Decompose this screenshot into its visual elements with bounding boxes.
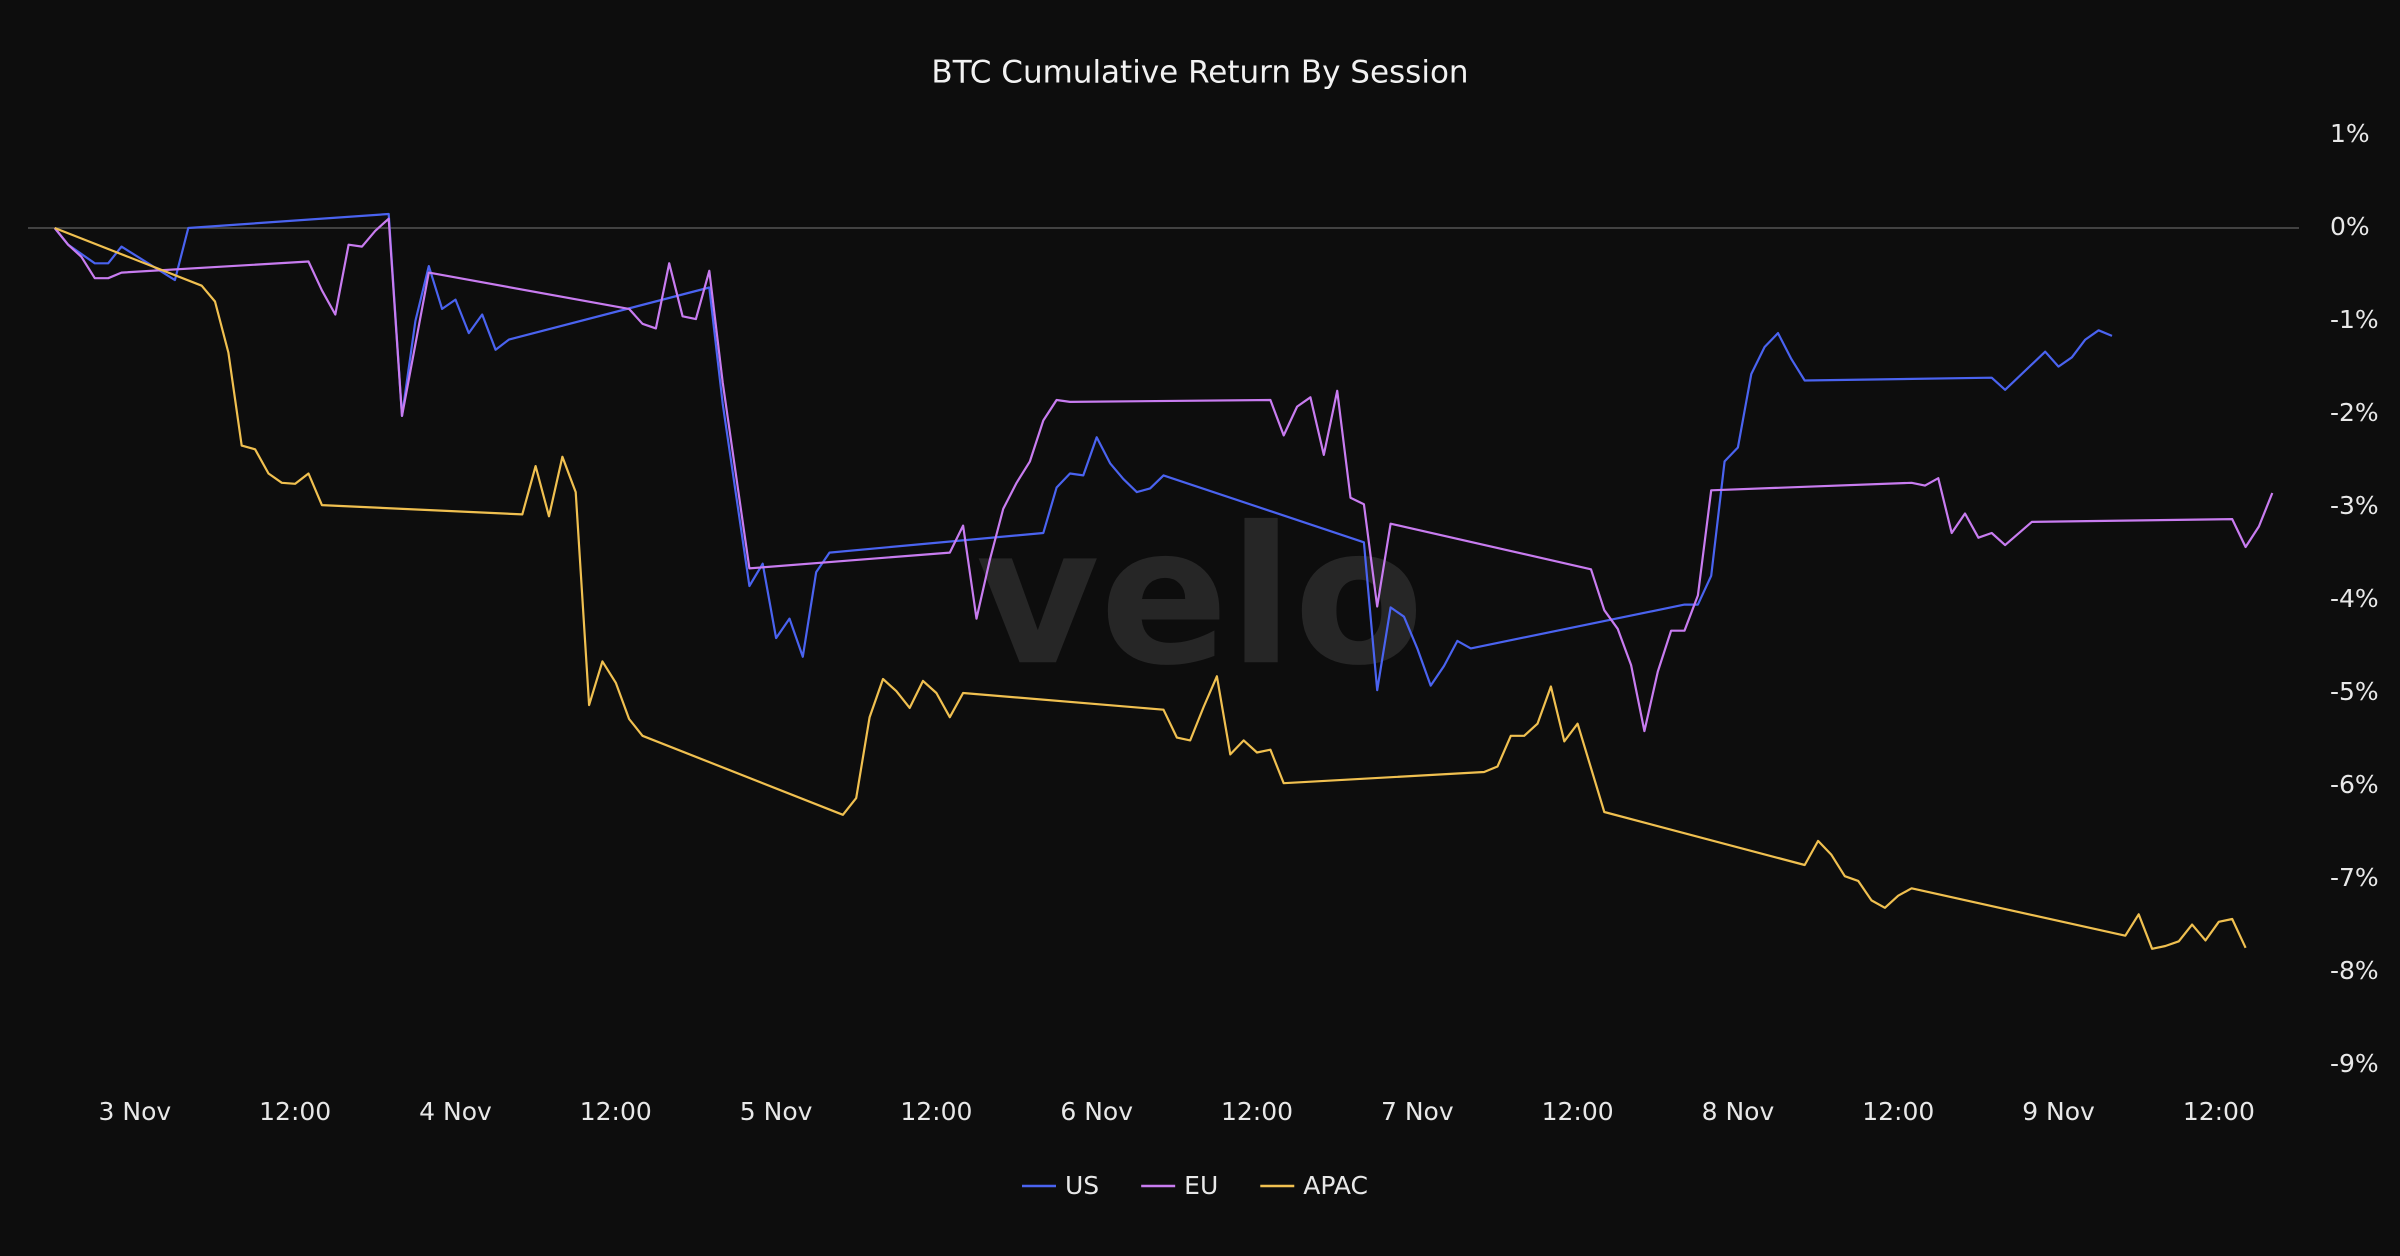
y-tick-label: -3% <box>2330 491 2379 520</box>
y-tick-label: -8% <box>2330 956 2379 985</box>
y-tick-label: -7% <box>2330 863 2379 892</box>
watermark: velo <box>976 486 1424 707</box>
y-tick-label: 0% <box>2330 212 2370 241</box>
x-tick-label: 12:00 <box>259 1097 331 1126</box>
y-tick-label: -4% <box>2330 584 2379 613</box>
y-tick-label: -5% <box>2330 677 2379 706</box>
x-tick-label: 12:00 <box>900 1097 972 1126</box>
x-tick-label: 8 Nov <box>1702 1097 1775 1126</box>
y-tick-label: 1% <box>2330 119 2370 148</box>
x-tick-label: 4 Nov <box>419 1097 492 1126</box>
x-tick-label: 12:00 <box>2183 1097 2255 1126</box>
x-tick-label: 5 Nov <box>740 1097 813 1126</box>
y-tick-label: -6% <box>2330 770 2379 799</box>
legend-label: EU <box>1184 1171 1218 1200</box>
chart-title: BTC Cumulative Return By Session <box>931 55 1468 91</box>
legend-label: APAC <box>1303 1171 1368 1200</box>
series-line <box>54 226 2247 950</box>
x-tick-label: 12:00 <box>1221 1097 1293 1126</box>
series-line <box>53 217 2274 733</box>
x-tick-label: 12:00 <box>1862 1097 1934 1126</box>
x-tick-label: 12:00 <box>580 1097 652 1126</box>
x-tick-label: 3 Nov <box>99 1097 172 1126</box>
legend-label: US <box>1065 1171 1099 1200</box>
x-tick-label: 12:00 <box>1542 1097 1614 1126</box>
x-tick-label: 9 Nov <box>2022 1097 2095 1126</box>
y-tick-label: -1% <box>2330 305 2379 334</box>
x-tick-label: 7 Nov <box>1381 1097 1454 1126</box>
series-line <box>53 212 2113 692</box>
y-tick-label: -9% <box>2330 1049 2379 1078</box>
y-tick-label: -2% <box>2330 398 2379 427</box>
x-tick-label: 6 Nov <box>1060 1097 1133 1126</box>
